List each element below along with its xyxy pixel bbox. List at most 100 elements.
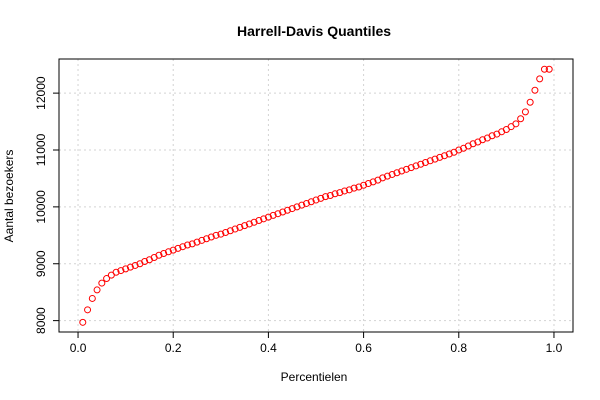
- x-tick-label: 1.0: [546, 341, 563, 355]
- data-point: [398, 167, 406, 175]
- grid-layer: [59, 59, 573, 332]
- data-point: [341, 187, 349, 195]
- data-point: [126, 263, 134, 271]
- data-point: [203, 235, 211, 243]
- data-point: [517, 115, 525, 123]
- data-point: [84, 306, 92, 314]
- data-point: [526, 98, 534, 106]
- data-point: [103, 275, 111, 283]
- data-point: [521, 108, 529, 116]
- data-point: [269, 211, 277, 219]
- data-point: [312, 196, 320, 204]
- data-point: [379, 174, 387, 182]
- data-point: [322, 193, 330, 201]
- data-point: [169, 246, 177, 254]
- data-point: [288, 205, 296, 213]
- data-point: [212, 231, 220, 239]
- data-point: [488, 132, 496, 140]
- y-tick-label: 11000: [34, 133, 48, 166]
- x-tick-label: 0.4: [260, 341, 277, 355]
- data-point: [445, 150, 453, 158]
- data-point: [193, 238, 201, 246]
- x-axis-label: Percentielen: [281, 370, 348, 384]
- data-point: [531, 86, 539, 94]
- y-tick-label: 9000: [34, 250, 48, 277]
- data-point: [112, 268, 120, 276]
- data-point: [79, 318, 87, 326]
- data-point: [141, 257, 149, 265]
- data-point: [274, 210, 282, 218]
- data-point: [441, 152, 448, 160]
- data-point: [388, 170, 396, 178]
- data-point: [98, 279, 106, 287]
- data-point: [512, 120, 520, 128]
- y-tick-label: 8000: [34, 307, 48, 334]
- x-tick-label: 0.2: [165, 341, 182, 355]
- data-point: [426, 157, 434, 165]
- data-point: [393, 169, 401, 177]
- data-point: [179, 243, 187, 251]
- data-point: [283, 206, 291, 214]
- data-point: [245, 220, 253, 228]
- data-point: [455, 146, 463, 154]
- data-point: [407, 164, 415, 172]
- data-point: [226, 227, 234, 235]
- data-point: [360, 181, 368, 189]
- data-point: [131, 261, 139, 269]
- x-tick-label: 0.8: [450, 341, 467, 355]
- data-point: [345, 186, 353, 194]
- data-point: [155, 251, 163, 259]
- data-point: [436, 153, 444, 161]
- data-point: [331, 190, 339, 198]
- data-point: [540, 65, 548, 73]
- data-point: [122, 265, 130, 273]
- data-point: [293, 203, 301, 211]
- data-point: [222, 228, 230, 236]
- data-point: [336, 189, 344, 197]
- x-tick-label: 0.0: [70, 341, 87, 355]
- data-point: [250, 218, 258, 226]
- y-tick-label: 12000: [34, 76, 48, 110]
- data-point: [298, 201, 306, 209]
- data-point: [431, 155, 439, 163]
- data-point: [536, 75, 544, 83]
- x-tick-label: 0.6: [355, 341, 372, 355]
- data-point: [207, 233, 215, 241]
- data-point: [402, 165, 410, 173]
- axis-layer: 0.0 0.2 0.4 0.6 0.8 1.0 8000 9000 10000 11000 1200…: [34, 76, 563, 355]
- data-point: [93, 286, 101, 294]
- data-point: [364, 180, 372, 188]
- data-point: [255, 217, 263, 225]
- data-point: [188, 240, 196, 248]
- data-point: [326, 192, 334, 199]
- data-point: [350, 184, 358, 192]
- data-point: [417, 160, 425, 168]
- y-axis-label: Aantal bezoekers: [2, 150, 16, 243]
- data-point: [241, 222, 249, 230]
- data-point: [217, 230, 225, 238]
- data-point: [545, 65, 553, 73]
- data-point: [307, 198, 315, 206]
- data-point: [231, 225, 239, 233]
- data-point: [184, 241, 191, 249]
- data-point: [302, 199, 310, 207]
- data-point: [236, 223, 244, 231]
- data-point: [164, 248, 172, 256]
- data-point: [479, 136, 487, 144]
- data-point: [421, 159, 429, 167]
- data-point: [355, 183, 363, 191]
- data-point: [412, 162, 420, 170]
- data-point: [469, 140, 477, 148]
- data-point: [117, 267, 125, 275]
- chart-title: Harrell-Davis Quantiles: [237, 23, 391, 39]
- data-point: [279, 208, 287, 216]
- data-point: [174, 244, 182, 252]
- data-point: [383, 172, 391, 180]
- data-point: [88, 294, 96, 302]
- y-tick-label: 10000: [34, 190, 48, 224]
- data-point: [264, 213, 272, 221]
- data-point: [260, 215, 268, 223]
- data-point: [198, 236, 206, 244]
- data-point: [317, 194, 325, 202]
